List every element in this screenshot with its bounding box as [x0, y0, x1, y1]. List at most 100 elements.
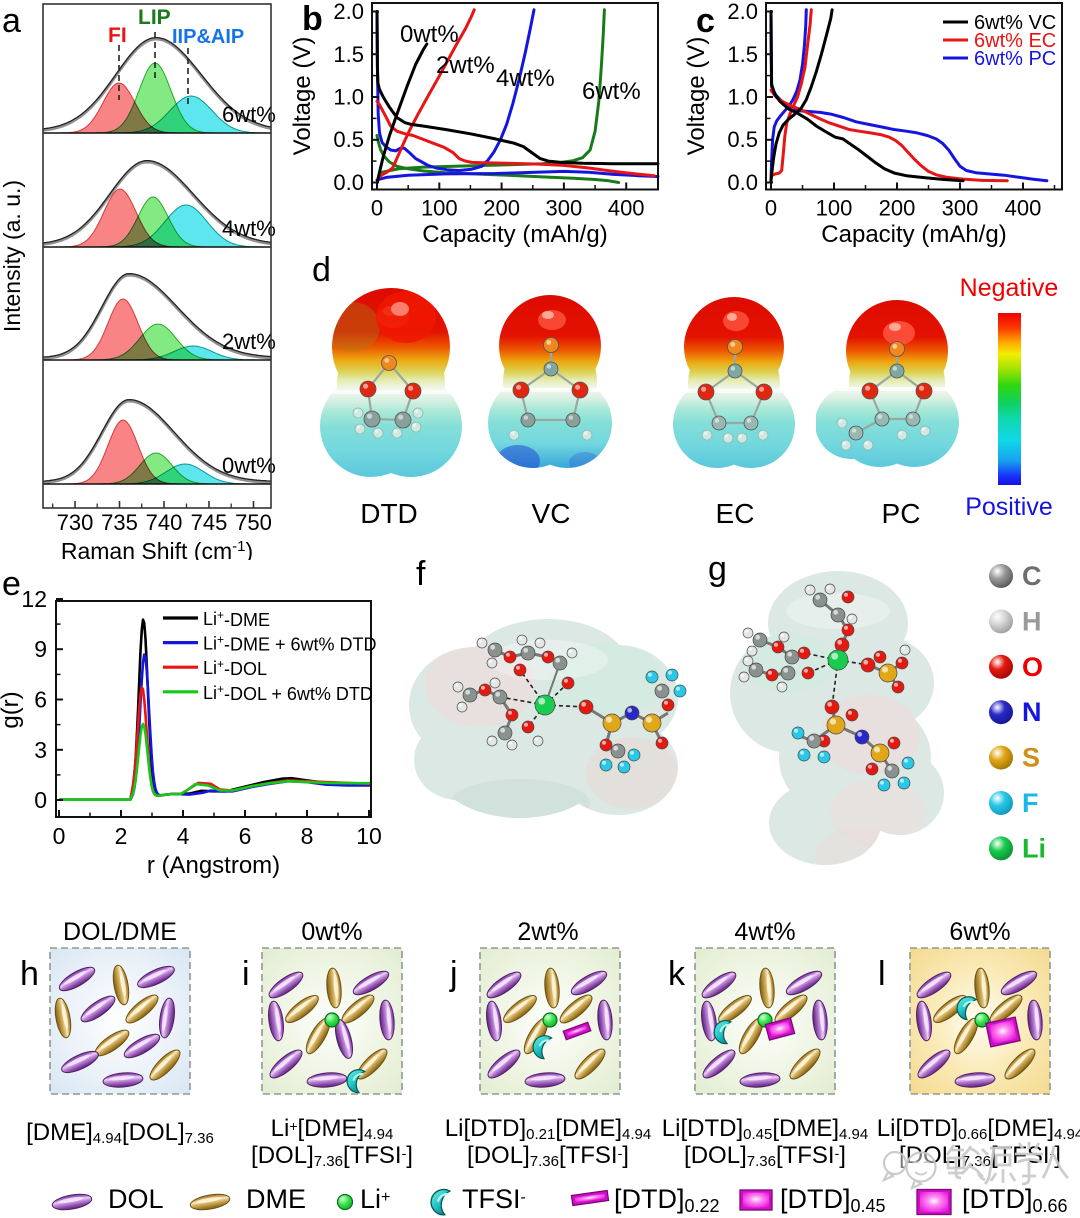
svg-text:1.5: 1.5 — [727, 42, 758, 67]
svg-text:j: j — [449, 955, 458, 993]
svg-text:6: 6 — [34, 687, 47, 713]
svg-text:k: k — [668, 955, 686, 993]
svg-text:Li[DTD]0.21[DME]4.94: Li[DTD]0.21[DME]4.94 — [445, 1115, 651, 1143]
svg-text:i: i — [242, 955, 250, 993]
svg-text:100: 100 — [816, 196, 853, 221]
svg-text:730: 730 — [57, 510, 94, 535]
svg-text:2.0: 2.0 — [333, 0, 364, 24]
svg-text:Li: Li — [1022, 833, 1046, 863]
svg-text:0.0: 0.0 — [727, 170, 758, 195]
svg-text:DOL: DOL — [108, 1184, 164, 1214]
svg-text:[DOL]7.36[TFSI-]: [DOL]7.36[TFSI-] — [684, 1142, 846, 1170]
svg-text:Voltage (V): Voltage (V) — [290, 37, 316, 156]
svg-text:8: 8 — [301, 823, 314, 849]
svg-text:0.5: 0.5 — [727, 127, 758, 152]
svg-text:F: F — [1022, 788, 1039, 818]
svg-text:6wt% PC: 6wt% PC — [974, 48, 1056, 70]
svg-text:6wt%: 6wt% — [582, 78, 641, 105]
svg-text:300: 300 — [942, 196, 979, 221]
svg-text:Li+-DME: Li+-DME — [203, 608, 270, 630]
svg-text:S: S — [1022, 743, 1040, 773]
svg-text:r (Angstrom): r (Angstrom) — [147, 852, 280, 879]
svg-text:PC: PC — [882, 498, 921, 529]
svg-text:0: 0 — [765, 196, 777, 221]
svg-text:4wt%: 4wt% — [496, 65, 555, 92]
svg-text:Li+-DOL + 6wt% DTD: Li+-DOL + 6wt% DTD — [203, 682, 373, 704]
svg-text:745: 745 — [191, 510, 228, 535]
svg-text:4wt%: 4wt% — [222, 216, 276, 241]
svg-text:Li[DTD]0.66[DME]4.94: Li[DTD]0.66[DME]4.94 — [877, 1115, 1080, 1143]
svg-text:DME: DME — [246, 1184, 306, 1214]
svg-text:6wt%: 6wt% — [222, 102, 276, 127]
svg-text:100: 100 — [421, 196, 458, 221]
svg-text:9: 9 — [34, 636, 47, 662]
svg-text:IIP&AIP: IIP&AIP — [172, 26, 244, 48]
svg-text:[DTD]0.66: [DTD]0.66 — [962, 1184, 1068, 1216]
svg-text:0wt%: 0wt% — [400, 21, 459, 48]
svg-text:Li+-DME + 6wt% DTD: Li+-DME + 6wt% DTD — [203, 633, 377, 655]
svg-text:Positive: Positive — [965, 493, 1053, 521]
svg-text:b: b — [302, 0, 323, 38]
svg-text:200: 200 — [879, 196, 916, 221]
svg-text:DOL/DME: DOL/DME — [63, 918, 177, 946]
svg-text:O: O — [1022, 652, 1043, 682]
svg-text:300: 300 — [546, 196, 583, 221]
svg-text:DTD: DTD — [360, 498, 418, 529]
svg-text:0.5: 0.5 — [333, 127, 364, 152]
svg-text:1.0: 1.0 — [727, 85, 758, 110]
svg-text:1.5: 1.5 — [333, 42, 364, 67]
svg-text:TFSI-: TFSI- — [462, 1184, 526, 1214]
svg-text:Intensity (a. u.): Intensity (a. u.) — [0, 180, 25, 332]
svg-text:l: l — [878, 955, 886, 993]
svg-text:Li[DTD]0.45[DME]4.94: Li[DTD]0.45[DME]4.94 — [662, 1115, 868, 1143]
svg-text:0: 0 — [34, 787, 47, 813]
svg-text:Capacity (mAh/g): Capacity (mAh/g) — [821, 221, 1006, 248]
svg-text:6wt% EC: 6wt% EC — [974, 30, 1056, 52]
svg-text:C: C — [1022, 561, 1042, 591]
svg-text:2wt%: 2wt% — [436, 52, 495, 79]
svg-text:Negative: Negative — [960, 274, 1059, 302]
svg-text:d: d — [312, 255, 331, 289]
svg-text:740: 740 — [146, 510, 183, 535]
svg-text:h: h — [20, 955, 39, 993]
svg-text:f: f — [416, 555, 426, 593]
svg-text:4wt%: 4wt% — [734, 918, 795, 946]
svg-text:Capacity (mAh/g): Capacity (mAh/g) — [422, 221, 607, 248]
svg-text:2wt%: 2wt% — [517, 918, 578, 946]
svg-text:e: e — [2, 565, 21, 603]
svg-text:0wt%: 0wt% — [301, 918, 362, 946]
svg-text:Voltage (V): Voltage (V) — [683, 37, 710, 156]
svg-text:1.0: 1.0 — [333, 85, 364, 110]
svg-text:[DOL]7.36[TFSI-]: [DOL]7.36[TFSI-] — [251, 1142, 413, 1170]
svg-text:[DME]4.94[DOL]7.36: [DME]4.94[DOL]7.36 — [26, 1119, 214, 1147]
svg-text:H: H — [1022, 606, 1042, 636]
svg-text:735: 735 — [101, 510, 138, 535]
svg-text:12: 12 — [21, 586, 47, 612]
svg-text:200: 200 — [483, 196, 520, 221]
svg-text:2: 2 — [115, 823, 128, 849]
svg-text:2wt%: 2wt% — [222, 329, 276, 354]
svg-text:Li+: Li+ — [360, 1184, 390, 1214]
svg-text:750: 750 — [235, 510, 272, 535]
svg-text:g(r): g(r) — [0, 691, 24, 728]
svg-text:EC: EC — [716, 498, 755, 529]
svg-text:c: c — [696, 2, 715, 40]
svg-text:400: 400 — [1005, 196, 1042, 221]
svg-text:Li+-DOL: Li+-DOL — [203, 657, 267, 679]
svg-text:2.0: 2.0 — [727, 0, 758, 24]
svg-text:VC: VC — [532, 498, 571, 529]
svg-text:3: 3 — [34, 737, 47, 763]
svg-text:6wt%: 6wt% — [949, 918, 1010, 946]
svg-text:[DTD]0.22: [DTD]0.22 — [614, 1184, 720, 1216]
svg-text:a: a — [2, 2, 21, 40]
svg-text:6wt% VC: 6wt% VC — [974, 12, 1056, 34]
svg-text:4: 4 — [177, 823, 190, 849]
svg-text:10: 10 — [356, 823, 382, 849]
svg-text:Raman Shift (cm-1): Raman Shift (cm-1) — [61, 538, 253, 560]
svg-text:0: 0 — [371, 196, 383, 221]
svg-text:0.0: 0.0 — [333, 170, 364, 195]
svg-text:Li+[DME]4.94: Li+[DME]4.94 — [271, 1115, 394, 1143]
svg-text:LIP: LIP — [138, 6, 171, 29]
svg-text:g: g — [708, 550, 727, 588]
svg-text:0: 0 — [53, 823, 66, 849]
